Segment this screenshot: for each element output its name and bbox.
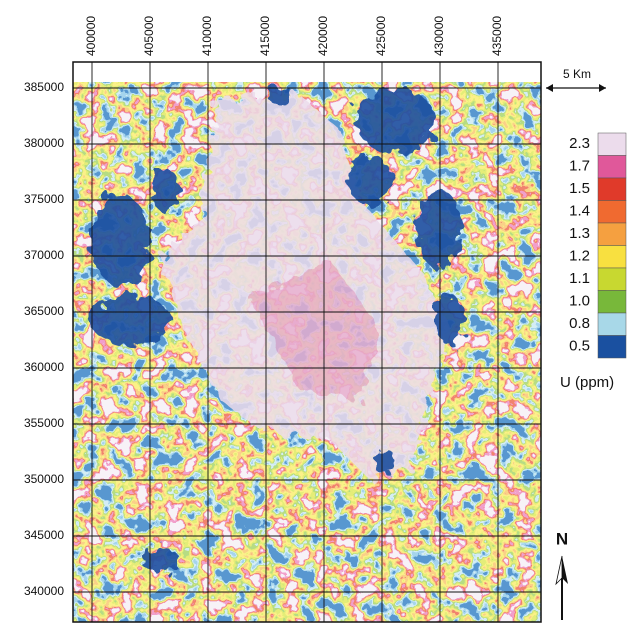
x-tick-label: 400000 <box>84 16 98 56</box>
y-tick-label: 360000 <box>24 360 64 374</box>
legend-label: 1.5 <box>569 180 590 197</box>
y-tick-label: 350000 <box>24 472 64 486</box>
y-tick-label: 355000 <box>24 416 64 430</box>
x-tick-label: 435000 <box>490 16 504 56</box>
legend-label: 0.5 <box>569 338 590 355</box>
y-tick-label: 385000 <box>24 80 64 94</box>
x-tick-label: 420000 <box>316 16 330 56</box>
y-tick-label: 380000 <box>24 136 64 150</box>
legend-label: 0.8 <box>569 315 590 332</box>
scale-label: 5 Km <box>563 67 591 81</box>
legend-swatch <box>597 200 627 224</box>
legend: U (ppm) 2.3 1.7 1.5 1.4 1.3 1.2 1.1 1.0 0.8 0.5 <box>560 132 627 391</box>
north-arrow: N <box>555 529 568 620</box>
y-tick-label: 365000 <box>24 304 64 318</box>
y-tick-label: 370000 <box>24 248 64 262</box>
legend-swatch <box>597 267 627 291</box>
legend-swatch <box>597 132 627 156</box>
x-tick-label: 430000 <box>432 16 446 56</box>
legend-swatch <box>597 312 627 336</box>
legend-label: 1.0 <box>569 293 590 310</box>
legend-swatch <box>597 222 627 246</box>
legend-swatch <box>597 335 627 359</box>
legend-swatch <box>597 177 627 201</box>
scale-bar: 5 Km <box>546 67 606 92</box>
legend-label: 2.3 <box>569 135 590 152</box>
legend-label: 1.1 <box>569 270 590 287</box>
north-label: N <box>556 529 568 548</box>
legend-label: 1.7 <box>569 158 590 175</box>
grid <box>73 62 541 622</box>
y-tick-label: 340000 <box>24 584 64 598</box>
legend-swatch <box>597 290 627 314</box>
x-tick-label: 410000 <box>200 16 214 56</box>
y-tick-label: 375000 <box>24 192 64 206</box>
map-raster <box>73 82 541 622</box>
tick-labels: 400000 405000 410000 415000 420000 425000 4300… <box>24 16 504 599</box>
legend-title: U (ppm) <box>560 374 614 391</box>
y-tick-label: 345000 <box>24 528 64 542</box>
legend-label: 1.3 <box>569 225 590 242</box>
legend-label: 1.2 <box>569 248 590 265</box>
map-frame <box>72 61 542 623</box>
legend-swatch <box>597 155 627 179</box>
x-tick-label: 405000 <box>142 16 156 56</box>
legend-label: 1.4 <box>569 203 590 220</box>
x-tick-label: 425000 <box>374 16 388 56</box>
x-tick-label: 415000 <box>258 16 272 56</box>
legend-swatch <box>597 245 627 269</box>
